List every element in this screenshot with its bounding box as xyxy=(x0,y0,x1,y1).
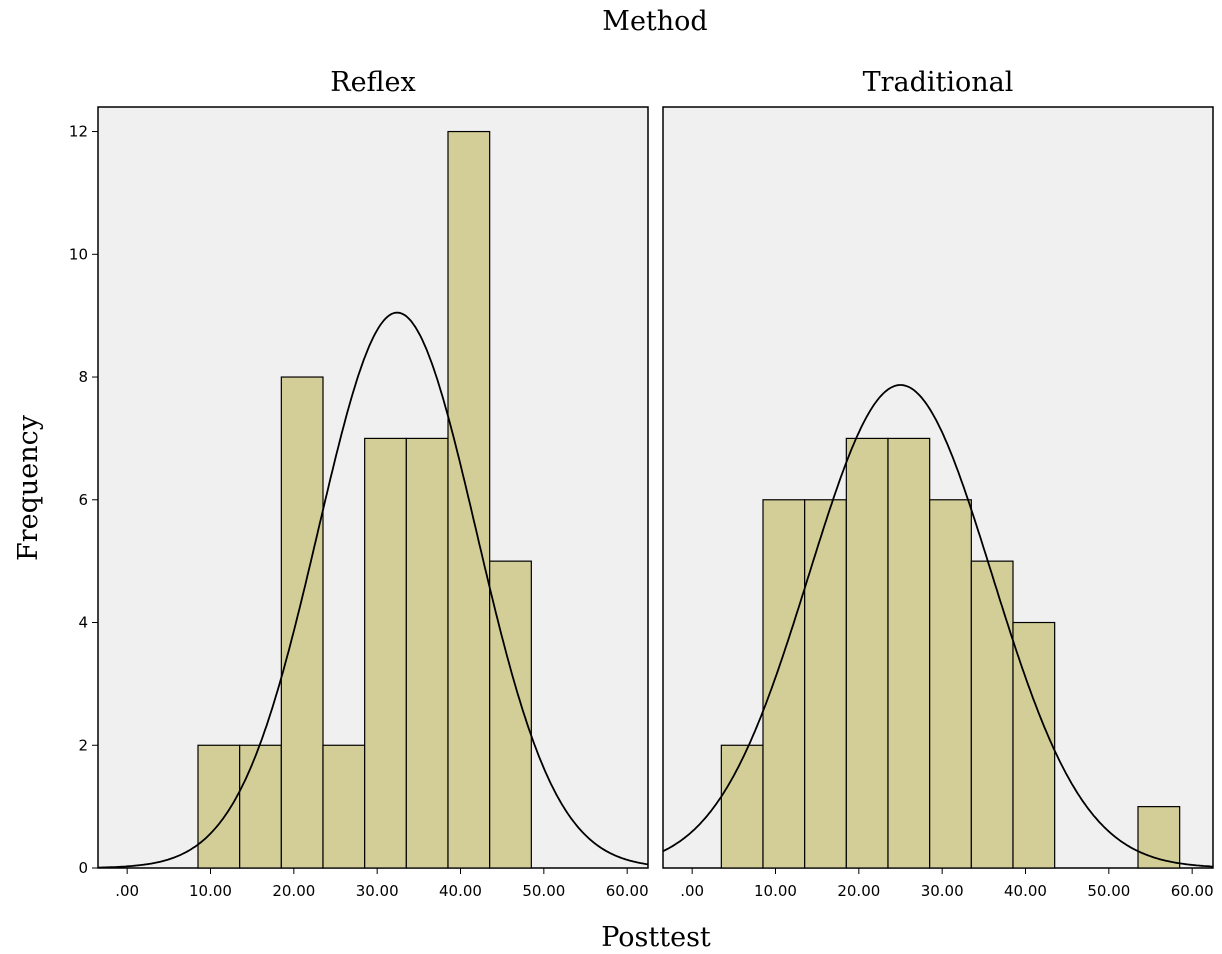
y-tick-label: 12 xyxy=(69,123,88,141)
histogram-bar xyxy=(970,560,1014,869)
x-tick-label: 50.00 xyxy=(522,882,565,900)
x-tick-label: 30.00 xyxy=(356,882,399,900)
histogram-bar xyxy=(239,744,282,869)
histogram-bar xyxy=(405,437,449,869)
x-tick-label: 40.00 xyxy=(1004,882,1047,900)
panels: Reflex.00 10.00 20.00 30.00 40.00 50.00 60.000… xyxy=(69,67,1214,900)
histogram-bar xyxy=(887,437,931,869)
y-tick-label: 8 xyxy=(78,368,88,386)
panel-traditional: Traditional .00 10.00 20.00 30.00 40.00 50.00 6… xyxy=(662,67,1214,900)
x-tick-label: .00 xyxy=(680,882,704,900)
panel-label: Reflex xyxy=(330,67,416,98)
histogram-bar xyxy=(804,499,847,869)
x-tick-label: 10.00 xyxy=(189,882,232,900)
histogram-bar xyxy=(929,499,972,869)
histogram-bar xyxy=(762,499,806,869)
normal-curve xyxy=(662,384,1214,868)
histogram-bar xyxy=(364,437,407,869)
y-tick-label: 6 xyxy=(78,491,88,509)
x-tick-label: 50.00 xyxy=(1087,882,1130,900)
histogram-bar xyxy=(280,376,324,869)
x-tick-label: 20.00 xyxy=(837,882,880,900)
x-axis-label: Posttest xyxy=(601,922,711,953)
histogram-bar xyxy=(720,744,764,869)
x-tick-label: 60.00 xyxy=(606,882,649,900)
x-tick-label: .00 xyxy=(115,882,139,900)
x-tick-label: 20.00 xyxy=(272,882,315,900)
x-tick-label: 60.00 xyxy=(1171,882,1214,900)
x-tick-label: 30.00 xyxy=(921,882,964,900)
y-tick-label: 4 xyxy=(78,614,88,632)
y-tick-label: 10 xyxy=(69,245,88,263)
panel-reflex: Reflex .00 10.00 20.00 30.00 40.00 50.00 60.00 0… xyxy=(69,67,649,900)
histogram-bar xyxy=(322,744,366,869)
y-tick-label: 0 xyxy=(78,859,88,877)
x-tick-label: 10.00 xyxy=(754,882,797,900)
histogram-bar xyxy=(1137,806,1181,869)
x-tick-label: 40.00 xyxy=(439,882,482,900)
histogram-bar xyxy=(197,744,241,869)
histogram-bar xyxy=(845,437,889,869)
y-tick-label: 2 xyxy=(78,736,88,754)
chart-title: Method xyxy=(602,6,707,37)
panel-label: Traditional xyxy=(863,67,1014,98)
normal-curve xyxy=(97,311,649,869)
y-axis-label: Frequency xyxy=(13,414,44,561)
